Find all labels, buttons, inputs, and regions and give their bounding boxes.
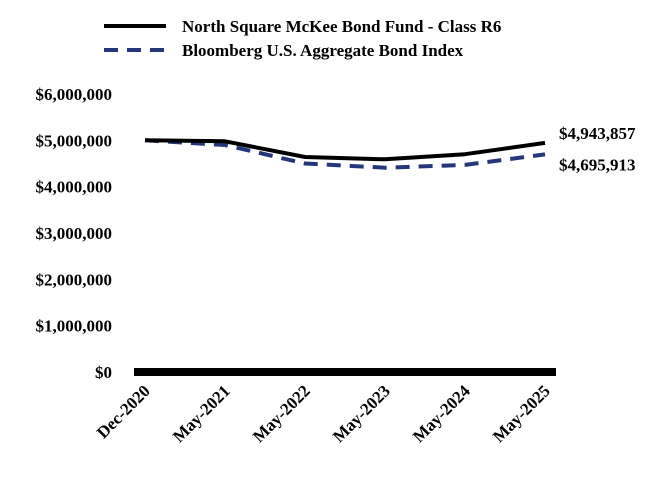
end-labels: $4,943,857 $4,695,913: [559, 124, 636, 174]
x-tick-label-may-2022: May-2022: [249, 381, 314, 446]
y-tick-label-6-000-000: $6,000,000: [36, 85, 113, 104]
y-tick-label-5-000-000: $5,000,000: [36, 131, 113, 150]
y-tick-label-4-000-000: $4,000,000: [36, 178, 113, 197]
legend-label-2: Bloomberg U.S. Aggregate Bond Index: [182, 41, 464, 60]
legend: North Square McKee Bond Fund - Class R6 B…: [104, 17, 501, 60]
x-tick-label-may-2025: May-2025: [489, 381, 554, 446]
legend-label-1: North Square McKee Bond Fund - Class R6: [182, 17, 501, 36]
series-line-bloomberg-u-s-aggregate-bond-index: [144, 138, 546, 170]
end-value-label-1: $4,943,857: [559, 124, 636, 143]
x-tick-label-dec-2020: Dec-2020: [93, 381, 154, 442]
y-axis: $0 $1,000,000 $2,000,000 $3,000,000 $4,000,0…: [36, 85, 113, 382]
x-tick-label-may-2023: May-2023: [329, 381, 394, 446]
y-tick-label-0: $0: [95, 363, 112, 382]
x-axis: Dec-2020 May-2021 May-2022 May-2023 May-2024…: [93, 368, 556, 446]
x-tick-label-may-2021: May-2021: [169, 381, 234, 446]
plot-area: [144, 138, 546, 170]
y-tick-label-1-000-000: $1,000,000: [36, 317, 113, 336]
x-tick-label-may-2024: May-2024: [409, 381, 474, 446]
y-tick-label-3-000-000: $3,000,000: [36, 224, 113, 243]
end-value-label-2: $4,695,913: [559, 155, 636, 174]
y-tick-label-2-000-000: $2,000,000: [36, 270, 113, 289]
series-line-north-square-mckee-bond-fund-class-r6: [144, 138, 546, 162]
